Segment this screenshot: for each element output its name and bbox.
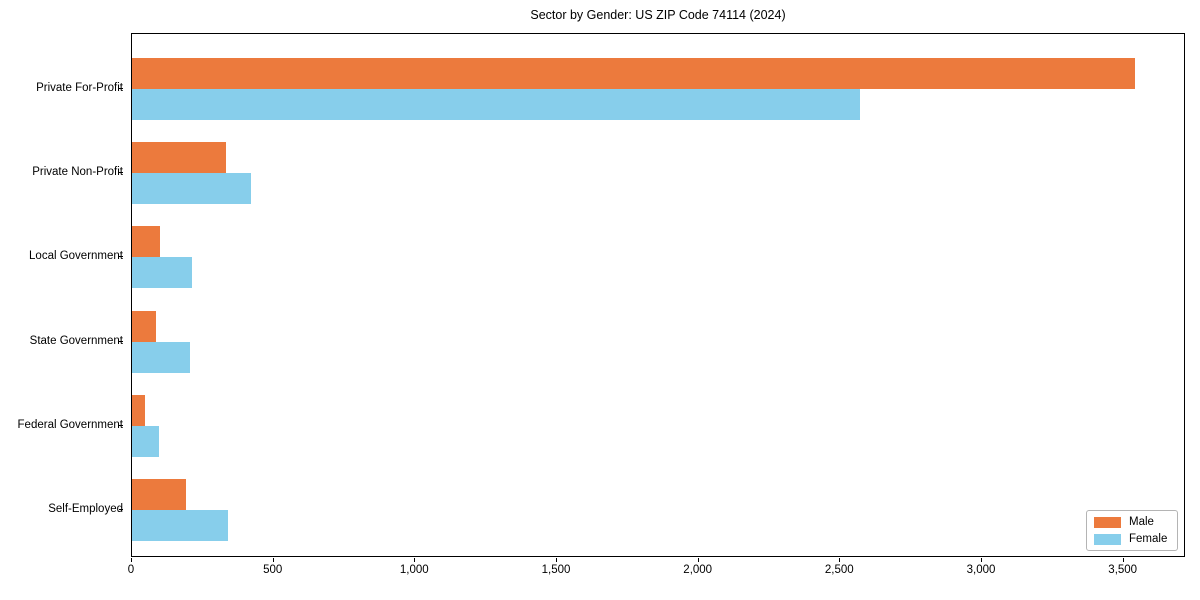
female-swatch-icon bbox=[1094, 533, 1121, 545]
y-tick-label: State Government bbox=[29, 334, 123, 347]
x-tick-mark bbox=[131, 558, 132, 562]
bar-female-1 bbox=[132, 89, 861, 120]
x-tick-mark bbox=[697, 558, 699, 562]
y-tick-mark bbox=[119, 424, 123, 426]
bar-male-1 bbox=[132, 58, 1135, 89]
chart-title: Sector by Gender: US ZIP Code 74114 (202… bbox=[530, 8, 786, 22]
x-tick-mark bbox=[839, 558, 841, 562]
legend-label-female: Female bbox=[1129, 533, 1168, 545]
bar-female-2 bbox=[132, 173, 251, 205]
bar-male-4 bbox=[132, 310, 157, 342]
y-tick-label: Private Non-Profit bbox=[32, 166, 123, 179]
legend: Male Female bbox=[1086, 510, 1178, 551]
y-tick-mark bbox=[119, 172, 123, 174]
x-tick-mark bbox=[981, 558, 982, 562]
x-tick-label: 1,000 bbox=[399, 564, 429, 576]
bar-male-3 bbox=[132, 226, 161, 258]
bar-female-4 bbox=[132, 341, 191, 373]
x-tick-mark bbox=[414, 558, 416, 562]
y-tick-label: Local Government bbox=[29, 250, 123, 263]
bar-female-5 bbox=[132, 425, 159, 457]
x-tick-mark bbox=[556, 558, 557, 562]
bar-male-2 bbox=[132, 142, 226, 174]
x-tick-label: 2,500 bbox=[824, 564, 854, 576]
y-tick-label: Private For-Profit bbox=[36, 82, 123, 94]
bar-male-5 bbox=[132, 394, 145, 426]
bar-female-6 bbox=[132, 510, 229, 541]
y-tick-mark bbox=[119, 256, 123, 258]
x-tick-label: 0 bbox=[127, 564, 135, 576]
y-tick-mark bbox=[119, 340, 123, 342]
x-tick-mark bbox=[1122, 558, 1124, 562]
y-tick-label: Self-Employed bbox=[48, 503, 123, 515]
x-tick-label: 500 bbox=[263, 564, 283, 576]
x-tick-label: 3,500 bbox=[1108, 564, 1138, 576]
male-swatch-icon bbox=[1094, 516, 1121, 528]
x-tick-label: 2,000 bbox=[683, 564, 713, 576]
legend-label-male: Male bbox=[1129, 516, 1154, 528]
y-axis: Private For-Profit Private Non-Profit Loca… bbox=[0, 33, 123, 557]
y-tick-label: Federal Government bbox=[17, 418, 123, 431]
y-tick-mark bbox=[119, 88, 123, 89]
y-tick-mark bbox=[119, 509, 123, 510]
legend-item-male: Male bbox=[1094, 516, 1169, 528]
bar-female-3 bbox=[132, 257, 192, 289]
legend-item-female: Female bbox=[1094, 533, 1169, 545]
plot-area: Male Female bbox=[131, 33, 1185, 557]
bar-male-6 bbox=[132, 479, 186, 510]
x-axis: 0 500 1,000 1,500 2,000 2,500 3,000 3,500 bbox=[128, 557, 1185, 587]
x-tick-label: 3,000 bbox=[966, 564, 996, 576]
x-tick-label: 1,500 bbox=[541, 564, 571, 576]
x-tick-mark bbox=[272, 558, 274, 562]
